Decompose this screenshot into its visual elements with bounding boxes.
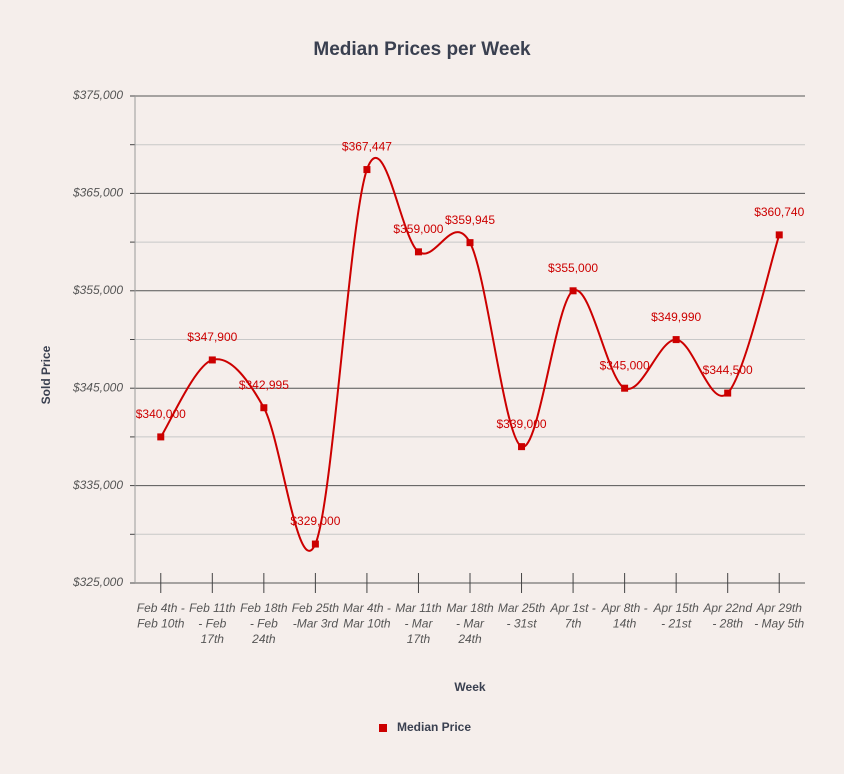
x-tick-label: Apr 1st -7th <box>549 601 595 631</box>
x-tick-label: Mar 11th - Mar 17th <box>395 601 442 646</box>
marker <box>724 389 732 397</box>
legend-label: Median Price <box>397 720 471 734</box>
marker <box>672 336 680 344</box>
marker <box>518 443 526 451</box>
data-label: $367,447 <box>342 140 392 154</box>
y-tick-label: $325,000 <box>72 575 123 589</box>
data-label: $342,995 <box>239 378 289 392</box>
y-tick-label: $345,000 <box>72 380 123 394</box>
data-label: $344,500 <box>703 363 753 377</box>
marker <box>621 384 629 392</box>
data-label: $360,740 <box>754 205 804 219</box>
marker <box>775 231 783 239</box>
x-tick-label: Feb 11th - Feb 17th <box>189 601 236 646</box>
data-label: $349,990 <box>651 310 701 324</box>
data-label: $329,000 <box>290 514 340 528</box>
y-tick-label: $375,000 <box>72 88 123 102</box>
y-tick-label: $355,000 <box>72 283 123 297</box>
x-tick-label: Mar 18th - Mar 24th <box>446 601 494 646</box>
data-label: $339,000 <box>497 417 547 431</box>
data-label: $340,000 <box>136 407 186 421</box>
x-tick-label: Feb 4th -Feb 10th <box>137 601 185 631</box>
legend-marker <box>379 724 387 732</box>
x-tick-label: Mar 4th -Mar 10th <box>343 601 391 631</box>
marker <box>414 248 422 256</box>
chart-title: Median Prices per Week <box>313 39 531 60</box>
x-tick-label: Mar 25th - 31st <box>498 601 546 631</box>
x-tick-label: Apr 29th - May 5th <box>754 601 804 631</box>
data-label: $359,000 <box>393 222 443 236</box>
marker <box>569 287 577 295</box>
data-label: $345,000 <box>600 358 650 372</box>
x-tick-label: Feb 25th -Mar 3rd <box>292 601 340 631</box>
data-label: $355,000 <box>548 261 598 275</box>
x-axis-label: Week <box>454 680 485 694</box>
marker <box>157 433 165 441</box>
marker <box>363 166 371 174</box>
marker <box>466 239 474 247</box>
data-label: $347,900 <box>187 330 237 344</box>
data-label: $359,945 <box>445 213 495 227</box>
marker <box>260 404 268 412</box>
y-tick-label: $335,000 <box>72 478 123 492</box>
marker <box>311 540 319 548</box>
x-tick-label: Apr 15th - 21st <box>652 601 699 631</box>
x-tick-label: Apr 22nd - 28th <box>702 601 752 631</box>
y-tick-label: $365,000 <box>72 186 123 200</box>
y-axis-label: Sold Price <box>39 345 53 404</box>
x-tick-label: Apr 8th -14th <box>601 601 648 631</box>
x-tick-label: Feb 18th - Feb 24th <box>240 601 288 646</box>
marker <box>208 356 216 364</box>
